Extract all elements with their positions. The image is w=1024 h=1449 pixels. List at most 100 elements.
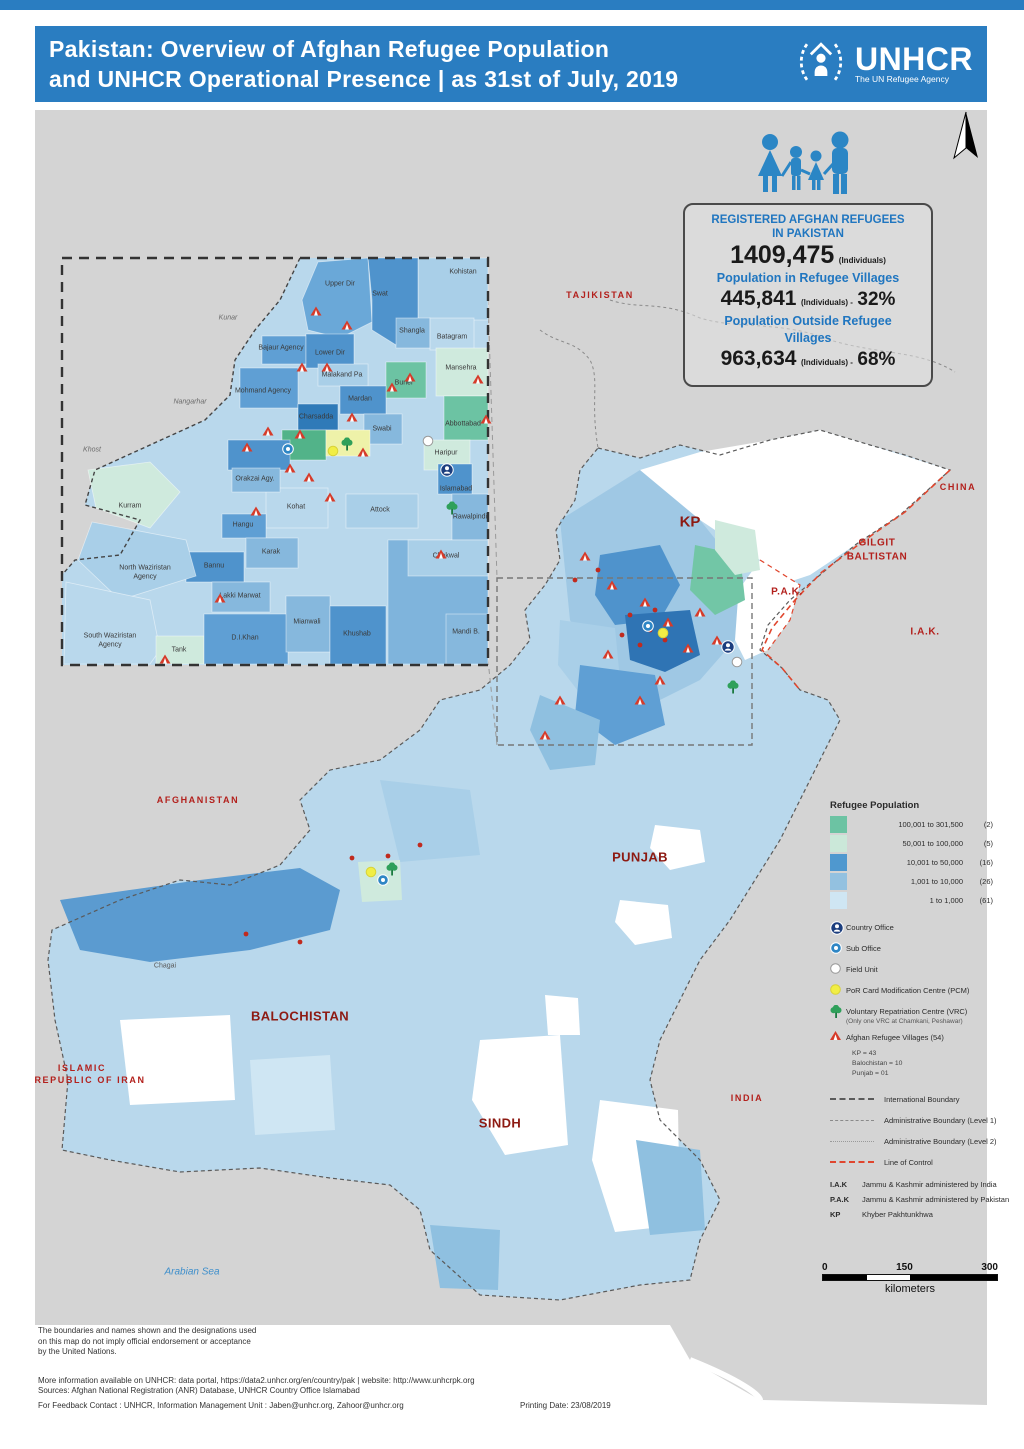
stats-out-label: Population Outside Refugee: [724, 314, 892, 328]
scale-unit: kilometers: [884, 1283, 936, 1295]
unhcr-tagline: The UN Refugee Agency: [854, 74, 949, 84]
unhcr-logo: UNHCR The UN Refugee Agency: [795, 34, 973, 95]
page-title: Pakistan: Overview of Afghan Refugee Pop…: [49, 34, 678, 94]
line-legend-row: Line of Control: [830, 1154, 1020, 1170]
population-class-row: 1,001 to 10,000 (26): [830, 872, 1020, 891]
tent-icon: [830, 1030, 846, 1042]
legend-panel: Refugee Population 100,001 to 301,500 (2)…: [830, 800, 1020, 1219]
symbol-row: Voluntary Repatriation Centre (VRC) (Only…: [830, 1004, 1020, 1026]
legend-notes: KP = 43 Balochistan = 10 Punjab = 01: [830, 1049, 1020, 1079]
header-bar: Pakistan: Overview of Afghan Refugee Pop…: [35, 26, 987, 102]
legend-title: Refugee Population: [830, 800, 920, 811]
symbol-row: Field Unit: [830, 962, 1020, 979]
class-count: (2): [983, 820, 993, 829]
abbr-text: Jammu & Kashmir administered by Pakistan: [862, 1195, 1010, 1204]
symbol-label: Field Unit: [846, 965, 878, 974]
pcm-icon: [830, 983, 846, 997]
legend-note: Balochistan = 10: [852, 1060, 903, 1067]
more-info: More information available on UNHCR: dat…: [38, 1375, 475, 1385]
population-class-row: 100,001 to 301,500 (2): [830, 815, 1020, 834]
symbol-row: Sub Office: [830, 941, 1020, 958]
co-icon: [830, 920, 846, 937]
abbreviation-row: P.A.K Jammu & Kashmir administered by Pak…: [830, 1195, 1020, 1204]
symbol-row: Afghan Refugee Villages (54): [830, 1030, 1020, 1047]
class-color-swatch: [830, 873, 847, 890]
abbr-text: Jammu & Kashmir administered by India: [862, 1180, 997, 1189]
intl-line-sample: [830, 1098, 874, 1100]
population-class-row: 50,001 to 100,000 (5): [830, 834, 1020, 853]
footer: The boundaries and names shown and the d…: [38, 1326, 988, 1411]
abbreviation-row: I.A.K Jammu & Kashmir administered by Ind…: [830, 1180, 1020, 1189]
class-color-swatch: [830, 854, 847, 871]
unhcr-emblem-icon: [795, 34, 847, 95]
line-label: Administrative Boundary (Level 1): [884, 1115, 997, 1125]
abbreviation-row: KP Khyber Pakhtunkhwa: [830, 1210, 1020, 1219]
scale-bar-segments: [822, 1274, 998, 1281]
sources: Sources: Afghan National Registration (A…: [38, 1386, 360, 1395]
legend-note: Punjab = 01: [852, 1070, 889, 1077]
abbreviations-legend: I.A.K Jammu & Kashmir administered by Ind…: [830, 1180, 1020, 1219]
legend-note: KP = 43: [852, 1050, 877, 1057]
symbol-label: Voluntary Repatriation Centre (VRC) (Only…: [846, 1007, 968, 1025]
population-class-row: 1 to 1,000 (61): [830, 891, 1020, 910]
scale-bar: 0 150 300 kilometers: [822, 1262, 998, 1295]
symbol-row: PoR Card Modification Centre (PCM): [830, 983, 1020, 1000]
stats-out-pct: 68%: [857, 349, 896, 370]
loc-line-sample: [830, 1161, 874, 1163]
symbol-label: Afghan Refugee Villages (54): [846, 1033, 944, 1042]
symbols-legend: Country Office Sub Office Field Unit PoR Ca…: [830, 920, 1020, 1047]
line-legend-row: Administrative Boundary (Level 1): [830, 1112, 1020, 1128]
printing-date: Printing Date: 23/08/2019: [520, 1400, 611, 1410]
class-range: 100,001 to 301,500: [898, 820, 963, 829]
stats-rv-pct: 32%: [857, 289, 896, 310]
fu-icon: [830, 962, 846, 976]
line-legend-row: International Boundary: [830, 1091, 1020, 1107]
stats-heading: REGISTERED AFGHAN REFUGEES: [711, 214, 905, 226]
scale-tick-150: 150: [896, 1262, 913, 1273]
disclaimer: The boundaries and names shown and the d…: [38, 1326, 257, 1356]
class-count: (16): [979, 858, 993, 867]
scale-tick-300: 300: [981, 1262, 998, 1273]
symbol-label: Country Office: [846, 923, 894, 932]
class-count: (26): [979, 877, 993, 886]
refugee-stats-box: REGISTERED AFGHAN REFUGEES IN PAKISTAN 1…: [683, 203, 933, 387]
abbr-key: KP: [830, 1210, 841, 1219]
stats-total-value: 1409,475: [730, 241, 835, 269]
abbr-key: I.A.K: [830, 1180, 848, 1189]
population-class-row: 10,001 to 50,000 (16): [830, 853, 1020, 872]
stats-rv-label: Population in Refugee Villages: [716, 271, 900, 285]
so-icon: [830, 941, 846, 956]
line-legend-row: Administrative Boundary (Level 2): [830, 1133, 1020, 1149]
top-accent-strip: [0, 0, 1024, 10]
adm2-line-sample: [830, 1140, 874, 1142]
class-count: (61): [979, 896, 993, 905]
class-color-swatch: [830, 816, 847, 833]
class-color-swatch: [830, 892, 847, 909]
unhcr-wordmark: UNHCR: [854, 41, 973, 77]
class-color-swatch: [830, 835, 847, 852]
symbol-label: Sub Office: [846, 944, 881, 953]
class-range: 50,001 to 100,000: [902, 839, 963, 848]
lines-legend: International Boundary Administrative Bou…: [830, 1091, 1020, 1170]
stats-out-value: 963,634: [720, 347, 797, 370]
class-range: 1,001 to 10,000: [910, 877, 963, 886]
class-range: 10,001 to 50,000: [906, 858, 963, 867]
adm1-line-sample: [830, 1119, 874, 1121]
population-legend: 100,001 to 301,500 (2) 50,001 to 100,000 (5…: [830, 815, 1020, 910]
line-label: International Boundary: [884, 1094, 960, 1104]
symbol-row: Country Office: [830, 920, 1020, 937]
vrc-icon: [830, 1004, 846, 1020]
symbol-label: PoR Card Modification Centre (PCM): [846, 986, 970, 995]
title-line-1: Pakistan: Overview of Afghan Refugee Pop…: [49, 36, 610, 62]
stats-rv-value: 445,841: [720, 287, 797, 310]
feedback-contact: For Feedback Contact : UNHCR, Informatio…: [38, 1400, 404, 1410]
abbr-text: Khyber Pakhtunkhwa: [862, 1210, 933, 1219]
line-label: Administrative Boundary (Level 2): [884, 1136, 997, 1146]
scale-tick-0: 0: [822, 1262, 828, 1273]
title-line-2: and UNHCR Operational Presence | as 31st…: [49, 66, 679, 92]
class-count: (5): [983, 839, 993, 848]
class-range: 1 to 1,000: [929, 896, 963, 905]
line-label: Line of Control: [884, 1157, 933, 1167]
inset-map: [60, 256, 490, 667]
